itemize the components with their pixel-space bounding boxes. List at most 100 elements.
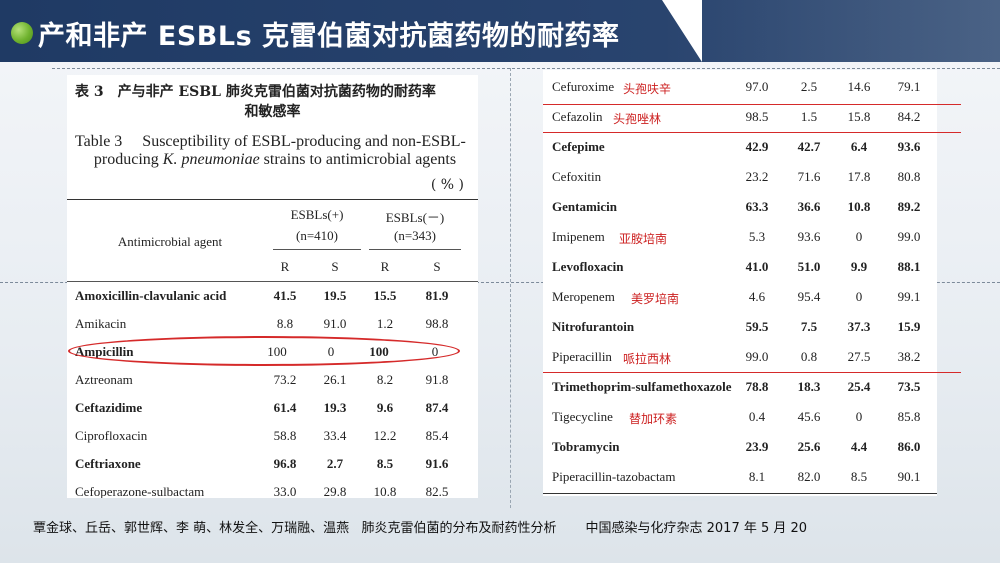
table-caption-en: Table 3 Susceptibility of ESBL-producing… [75, 133, 466, 150]
table-caption-cn: 表 3 产与非产 ESBL 肺炎克雷伯菌对抗菌药物的耐药率 [75, 84, 436, 100]
drug-name: Ciprofloxacin [75, 428, 148, 443]
value-s2: 73.5 [897, 379, 921, 394]
value-r1: 78.8 [745, 379, 769, 394]
drug-name: Ceftriaxone [75, 456, 141, 471]
value-r1: 8.8 [276, 316, 294, 331]
value-s2: 85.4 [425, 428, 449, 443]
table-top-rule [67, 199, 478, 200]
value-s1: 45.6 [797, 409, 821, 424]
red-underline-cefazolin [543, 132, 961, 133]
value-r1: 41.0 [745, 259, 769, 274]
column-header-s2: S [433, 259, 441, 274]
value-s1: 19.5 [323, 288, 347, 303]
value-r1: 23.9 [745, 439, 769, 454]
value-r2: 10.8 [373, 484, 397, 498]
value-s2: 90.1 [897, 469, 921, 484]
value-r2: 9.9 [850, 259, 868, 274]
footer-article: 肺炎克雷伯菌的分布及耐药性分析 [361, 521, 557, 536]
value-s1: 95.4 [797, 289, 821, 304]
red-underline-piperacillin [543, 372, 961, 373]
table-row: Imipenem 亚胺培南 5.3 93.6 0 99.0 [543, 222, 937, 252]
value-r1: 63.3 [745, 199, 769, 214]
value-r2: 37.3 [847, 319, 871, 334]
drug-name: Tigecycline [552, 409, 613, 424]
value-s2: 79.1 [897, 79, 921, 94]
column-header-esbl-pos-n: (n=410) [296, 228, 338, 243]
value-r2: 8.2 [376, 372, 394, 387]
value-s2: 86.0 [897, 439, 921, 454]
value-s1: 2.7 [326, 456, 344, 471]
column-header-agent: Antimicrobial agent [117, 234, 223, 249]
value-s1: 19.3 [323, 400, 347, 415]
value-r1: 73.2 [273, 372, 297, 387]
table-row: Meropenem 美罗培南 4.6 95.4 0 99.1 [543, 282, 937, 312]
table-row: Nitrofurantoin 59.5 7.5 37.3 15.9 [543, 312, 937, 342]
table-row: Tigecycline 替加环素 0.4 45.6 0 85.8 [543, 402, 937, 432]
value-s2: 38.2 [897, 349, 921, 364]
table-row: Amikacin 8.8 91.0 1.2 98.8 [67, 311, 478, 339]
column-header-r1: R [280, 259, 290, 274]
value-s1: 82.0 [797, 469, 821, 484]
value-r2: 25.4 [847, 379, 871, 394]
value-r1: 8.1 [748, 469, 766, 484]
table-unit: ( % ) [430, 177, 464, 193]
value-s1: 42.7 [797, 139, 821, 154]
guide-line-middle [0, 282, 1000, 283]
value-r1: 59.5 [745, 319, 769, 334]
value-s2: 82.5 [425, 484, 449, 498]
table-row: Ceftazidime 61.4 19.3 9.6 87.4 [67, 395, 478, 423]
drug-name: Cefoperazone-sulbactam [75, 484, 205, 498]
ampicillin-highlight-ellipse [68, 336, 460, 366]
drug-name: Levofloxacin [552, 259, 624, 274]
value-s2: 87.4 [425, 400, 449, 415]
value-s1: 18.3 [797, 379, 821, 394]
value-s2: 15.9 [897, 319, 921, 334]
value-r2: 10.8 [847, 199, 871, 214]
value-r1: 98.5 [745, 109, 769, 124]
value-s1: 93.6 [797, 229, 821, 244]
value-s1: 91.0 [323, 316, 347, 331]
value-s1: 26.1 [323, 372, 347, 387]
caption-text: producing [93, 151, 163, 168]
value-s2: 91.8 [425, 372, 449, 387]
value-s1: 25.6 [797, 439, 821, 454]
right-table-image: Cefuroxime 头孢呋辛 97.0 2.5 14.6 79.1 Cefaz… [543, 70, 937, 496]
value-s2: 80.8 [897, 169, 921, 184]
value-r1: 41.5 [273, 288, 297, 303]
table-caption-en-line2: producing K. pneumoniae strains to antim… [75, 151, 475, 169]
table-row: Amoxicillin-clavulanic acid 41.5 19.5 15… [67, 283, 478, 311]
table-row: Ciprofloxacin 58.8 33.4 12.2 85.4 [67, 423, 478, 451]
value-r2: 15.5 [373, 288, 397, 303]
drug-name: Ceftazidime [75, 400, 143, 415]
table-row: Ceftriaxone 96.8 2.7 8.5 91.6 [67, 451, 478, 479]
caption-text: strains to antimicrobial agents [259, 151, 457, 168]
bullet-dot-icon [11, 22, 33, 44]
value-s2: 99.0 [897, 229, 921, 244]
drug-name: Trimethoprim-sulfamethoxazole [552, 379, 732, 394]
value-s1: 2.5 [800, 79, 818, 94]
value-r2: 12.2 [373, 428, 397, 443]
drug-name: Cefepime [552, 139, 605, 154]
value-s2: 88.1 [897, 259, 921, 274]
table-row: Cefepime 42.9 42.7 6.4 93.6 [543, 132, 937, 162]
drug-name-cn: 替加环素 [629, 412, 678, 426]
red-underline-cefuroxime [543, 104, 961, 105]
value-s2: 91.6 [425, 456, 449, 471]
value-r1: 61.4 [273, 400, 297, 415]
value-r2: 0 [855, 229, 863, 244]
value-r1: 42.9 [745, 139, 769, 154]
value-r1: 33.0 [273, 484, 297, 498]
column-header-s1: S [331, 259, 339, 274]
drug-name: Cefuroxime [552, 79, 615, 94]
value-s2: 93.6 [897, 139, 921, 154]
value-r2: 0 [855, 289, 863, 304]
value-r1: 97.0 [745, 79, 769, 94]
value-r2: 8.5 [376, 456, 394, 471]
table-row: Piperacillin 哌拉西林 99.0 0.8 27.5 38.2 [543, 342, 937, 372]
footer-journal: 中国感染与化疗杂志 2017 年 5 月 20 [585, 521, 808, 536]
value-s1: 36.6 [797, 199, 821, 214]
column-header-esbl-pos: ESBLs(+) [290, 207, 344, 222]
value-s1: 71.6 [797, 169, 821, 184]
drug-name: Gentamicin [552, 199, 617, 214]
table-row: Gentamicin 63.3 36.6 10.8 89.2 [543, 192, 937, 222]
